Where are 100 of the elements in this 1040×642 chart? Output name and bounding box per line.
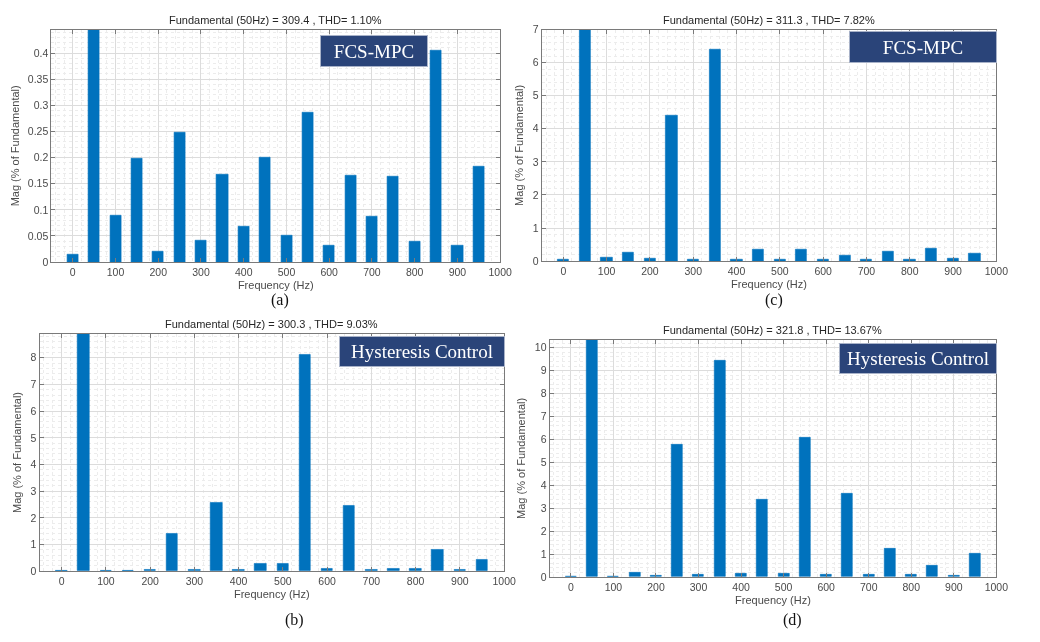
y-tick-label: 5 xyxy=(532,89,539,102)
bar xyxy=(795,248,807,262)
y-tick-label: 7 xyxy=(30,378,37,391)
bar xyxy=(87,29,100,263)
bar xyxy=(258,156,271,263)
bar xyxy=(755,499,768,577)
bar xyxy=(215,173,229,263)
x-tick-label: 500 xyxy=(771,264,789,277)
bar xyxy=(472,165,485,263)
chart-title: Fundamental (50Hz) = 311.3 , THD= 7.82% xyxy=(663,14,875,26)
bar xyxy=(968,252,981,262)
y-axis-title: Mag (% of Fundamental) xyxy=(11,391,24,514)
x-axis-title: Frequency (Hz) xyxy=(237,278,314,291)
x-tick-label: 100 xyxy=(604,580,623,593)
x-axis-title: Frequency (Hz) xyxy=(233,588,310,601)
x-tick-label: 0 xyxy=(560,264,567,277)
x-tick-label: 100 xyxy=(597,264,616,277)
x-tick-label: 900 xyxy=(945,580,963,593)
y-tick-label: 0.25 xyxy=(27,125,49,138)
y-tick-label: 3 xyxy=(30,484,37,497)
y-tick-label: 6 xyxy=(532,56,539,69)
bar xyxy=(280,234,293,263)
x-tick-label: 300 xyxy=(684,264,703,277)
x-tick-label: 1000 xyxy=(984,264,1009,277)
y-tick-label: 4 xyxy=(30,458,37,471)
bar xyxy=(670,444,683,577)
x-tick-label: 100 xyxy=(97,574,115,587)
bar xyxy=(130,157,143,263)
annotation: Hysteresis Control xyxy=(847,348,989,369)
bar xyxy=(386,568,400,571)
x-tick-label: 300 xyxy=(689,580,708,593)
y-tick-label: 5 xyxy=(30,431,37,444)
x-tick-label: 800 xyxy=(406,574,425,587)
bar xyxy=(734,573,747,577)
bar xyxy=(298,354,311,571)
y-tick-label: 3 xyxy=(532,155,539,168)
bar xyxy=(430,549,444,571)
bar xyxy=(600,256,613,262)
x-tick-label: 600 xyxy=(318,574,337,587)
bar xyxy=(839,254,851,262)
bar xyxy=(904,574,917,577)
x-tick-label: 500 xyxy=(274,574,292,587)
text: (a) xyxy=(271,291,289,309)
bar xyxy=(301,111,314,263)
bar xyxy=(862,574,875,577)
x-tick-label: 200 xyxy=(149,265,168,278)
bar xyxy=(925,565,938,577)
y-tick-label: 8 xyxy=(540,387,547,400)
y-tick-label: 2 xyxy=(532,188,539,201)
x-tick-label: 400 xyxy=(229,574,248,587)
x-tick-label: 300 xyxy=(192,265,210,278)
bar xyxy=(365,215,378,263)
bar xyxy=(165,533,178,571)
bar xyxy=(450,244,464,263)
x-axis-title: Frequency (Hz) xyxy=(735,593,811,606)
bar xyxy=(798,437,811,577)
x-tick-label: 700 xyxy=(362,574,381,587)
bar xyxy=(76,333,90,571)
x-tick-label: 100 xyxy=(106,265,125,278)
bar xyxy=(209,502,223,571)
bar xyxy=(173,131,186,263)
x-tick-label: 600 xyxy=(817,580,836,593)
text: (c) xyxy=(765,291,783,309)
x-tick-label: 800 xyxy=(900,264,919,277)
y-tick-label: 0.4 xyxy=(33,46,49,59)
bar xyxy=(882,250,894,262)
x-tick-label: 200 xyxy=(141,574,160,587)
y-tick-label: 4 xyxy=(540,479,547,492)
bar xyxy=(709,48,721,262)
bar xyxy=(968,553,981,577)
y-tick-label: 5 xyxy=(540,456,547,469)
bar xyxy=(408,568,422,571)
y-axis-title: Mag (% of Fundamental) xyxy=(515,397,528,519)
bar xyxy=(408,240,421,263)
y-axis-title: Mag (% of Fundamental) xyxy=(8,85,21,207)
x-tick-label: 400 xyxy=(727,264,746,277)
x-tick-label: 1000 xyxy=(492,574,516,587)
bar xyxy=(475,559,488,571)
x-tick-label: 800 xyxy=(405,265,424,278)
x-tick-label: 500 xyxy=(774,580,793,593)
y-tick-label: 7 xyxy=(540,410,547,423)
y-axis-title: Mag (% of Fundamental) xyxy=(513,84,526,206)
y-tick-label: 0.15 xyxy=(27,177,49,190)
y-tick-label: 0 xyxy=(532,254,539,267)
chart-title: Fundamental (50Hz) = 300.3 , THD= 9.03% xyxy=(165,318,378,330)
y-tick-label: 2 xyxy=(30,511,37,524)
annotation: Hysteresis Control xyxy=(351,341,493,362)
x-tick-label: 0 xyxy=(58,574,65,587)
x-tick-label: 300 xyxy=(185,574,204,587)
bar xyxy=(194,239,207,263)
bar xyxy=(322,244,335,263)
x-axis-title: Frequency (Hz) xyxy=(731,277,807,290)
bar xyxy=(276,563,289,571)
y-tick-label: 0 xyxy=(30,564,37,577)
y-tick-label: 1 xyxy=(540,547,547,560)
bar xyxy=(320,568,333,571)
x-tick-label: 400 xyxy=(732,580,750,593)
text: (b) xyxy=(285,611,304,629)
x-tick-label: 600 xyxy=(814,264,833,277)
bar xyxy=(151,250,164,263)
